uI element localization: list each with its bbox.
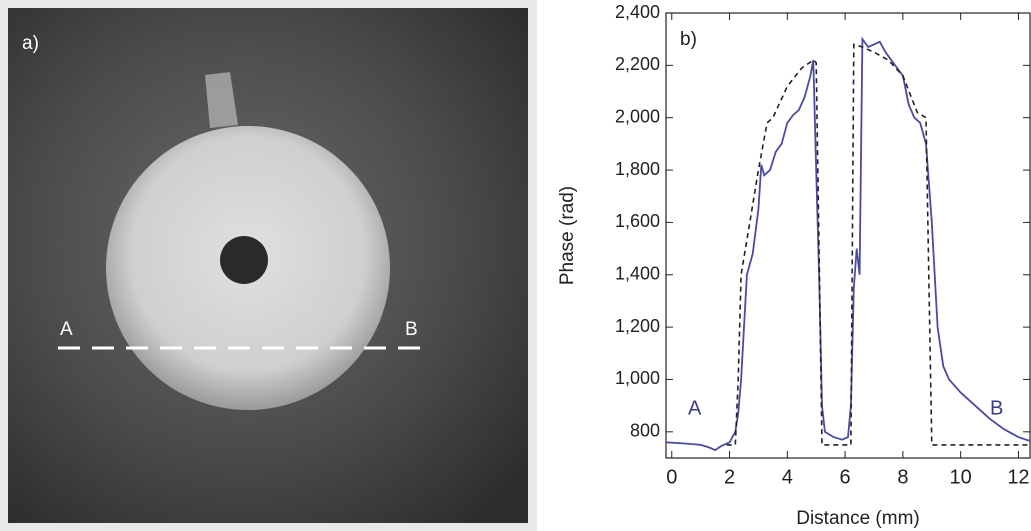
panel-label: a) <box>22 33 39 54</box>
marker-label: A <box>60 319 73 340</box>
panel-label: b) <box>680 29 697 50</box>
y-tick-label: 1,200 <box>615 316 660 336</box>
y-tick-label: 1,600 <box>615 211 660 231</box>
marker-label: B <box>405 319 418 340</box>
y-tick-label: 2,000 <box>615 106 660 126</box>
image-panel: a) A B <box>0 0 537 531</box>
x-tick-label: 10 <box>950 466 972 488</box>
plot-frame <box>665 12 1031 459</box>
debris <box>205 72 238 128</box>
x-tick-label: 12 <box>1007 466 1029 488</box>
x-tick-label: 4 <box>782 466 793 488</box>
data-line <box>726 43 1030 446</box>
x-tick-label: 6 <box>840 466 851 488</box>
y-tick-label: 1,000 <box>615 368 660 388</box>
x-tick-label: 2 <box>724 466 735 488</box>
annotation: A <box>688 397 702 419</box>
y-tick-label: 1,800 <box>615 159 660 179</box>
x-tick-label: 8 <box>897 466 908 488</box>
y-tick-label: 2,400 <box>615 2 660 22</box>
y-tick-label: 1,400 <box>615 264 660 284</box>
hole <box>220 236 268 284</box>
chart: 800 1,000 1,200 1,400 1,600 1,800 2,000 2,200 2,… <box>557 2 1031 529</box>
annotation: B <box>990 397 1003 419</box>
y-tick-label: 800 <box>630 421 660 441</box>
y-tick-label: 2,200 <box>615 54 660 74</box>
x-tick-label: 0 <box>666 466 677 488</box>
x-axis-label: Distance (mm) <box>796 508 920 529</box>
y-axis-label: Phase (rad) <box>557 186 578 285</box>
data-line <box>665 36 1031 452</box>
